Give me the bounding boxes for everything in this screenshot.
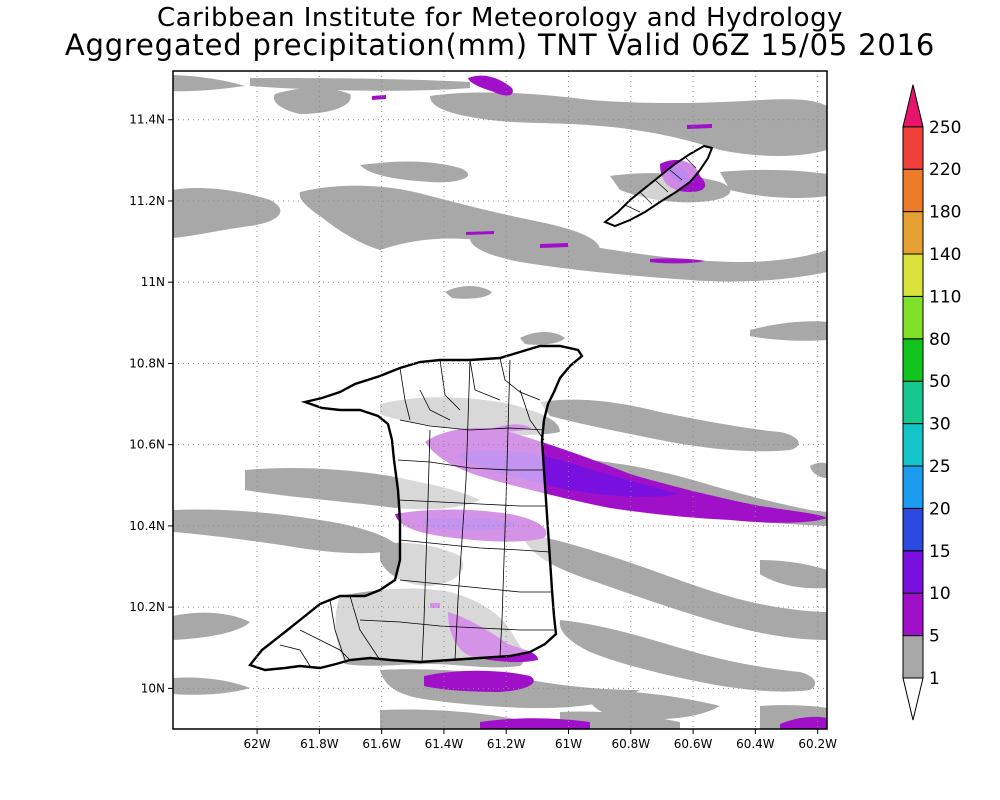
tobago-boundaries: [624, 157, 697, 213]
y-tick-label: 11.2N: [129, 194, 165, 208]
colorbar-segment: [902, 338, 924, 382]
colorbar-lower-arrow: [902, 677, 924, 721]
x-tick-label: 61.2W: [487, 737, 526, 751]
colorbar-label: 250: [929, 118, 961, 138]
colorbar-segment: [902, 465, 924, 509]
colorbar-label: 50: [929, 372, 951, 392]
trinidad-island: [247, 344, 584, 672]
colorbar-segment: [902, 550, 924, 594]
colorbar-label: 25: [929, 457, 951, 477]
x-tick-label: 60.8W: [612, 737, 651, 751]
y-tick-label: 10.8N: [129, 356, 165, 370]
colorbar-label: 80: [929, 330, 951, 350]
x-tick-label: 60.6W: [674, 737, 713, 751]
colorbar-label: 1: [929, 669, 940, 689]
colorbar-label: 30: [929, 415, 951, 435]
colorbar-segment: [902, 423, 924, 467]
colorbar-label: 140: [929, 245, 961, 265]
colorbar-segment: [902, 592, 924, 637]
y-tick-label: 11.4N: [129, 113, 165, 127]
colorbar-segment: [902, 211, 924, 255]
y-tick-label: 10.6N: [129, 438, 165, 452]
colorbar-segment: [902, 380, 924, 425]
x-tick-label: 61W: [555, 737, 582, 751]
latitude-axis: 11.4N 11.2N 11N 10.8N 10.6N 10.4N 10.2N 10N: [129, 113, 173, 695]
longitude-axis: 62W 61.8W 61.6W 61.4W 61.2W 61W 60.8W 60.6W 60.4…: [244, 729, 837, 751]
colorbar-label: 110: [929, 287, 961, 307]
y-tick-label: 10N: [141, 681, 165, 695]
colorbar-upper-arrow: [902, 84, 924, 128]
colorbar-segment: [902, 507, 924, 552]
colorbar-segment: [902, 635, 924, 679]
colorbar-segment: [902, 126, 924, 170]
map-grid: [173, 71, 827, 729]
colorbar-segment: [902, 168, 924, 213]
x-tick-label: 61.8W: [300, 737, 339, 751]
trinidad-boundaries: [279, 357, 554, 667]
precipitation-field: [173, 75, 827, 729]
colorbar-segment: [902, 253, 924, 297]
colorbar-label: 5: [929, 627, 940, 647]
x-tick-label: 61.4W: [425, 737, 464, 751]
plot-border: [172, 70, 828, 730]
y-tick-label: 10.2N: [129, 600, 165, 614]
colorbar-segment: [902, 295, 924, 340]
colorbar-label: 20: [929, 499, 951, 519]
y-tick-label: 10.4N: [129, 519, 165, 533]
colorbar-label: 15: [929, 542, 951, 562]
colorbar-label: 220: [929, 160, 961, 180]
colorbar-label: 10: [929, 584, 951, 604]
institute-title: Caribbean Institute for Meteorology and …: [157, 3, 843, 33]
y-tick-label: 11N: [141, 275, 165, 289]
x-tick-label: 60.2W: [798, 737, 837, 751]
x-tick-label: 62W: [244, 737, 271, 751]
tobago-island: [602, 144, 714, 228]
colorbar-label: 180: [929, 203, 961, 223]
x-tick-label: 61.6W: [362, 737, 401, 751]
x-tick-label: 60.4W: [736, 737, 775, 751]
product-title: Aggregated precipitation(mm) TNT Valid 0…: [64, 28, 936, 62]
